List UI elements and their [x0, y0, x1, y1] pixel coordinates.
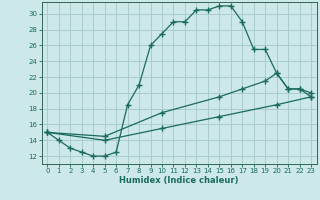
X-axis label: Humidex (Indice chaleur): Humidex (Indice chaleur) — [119, 176, 239, 185]
